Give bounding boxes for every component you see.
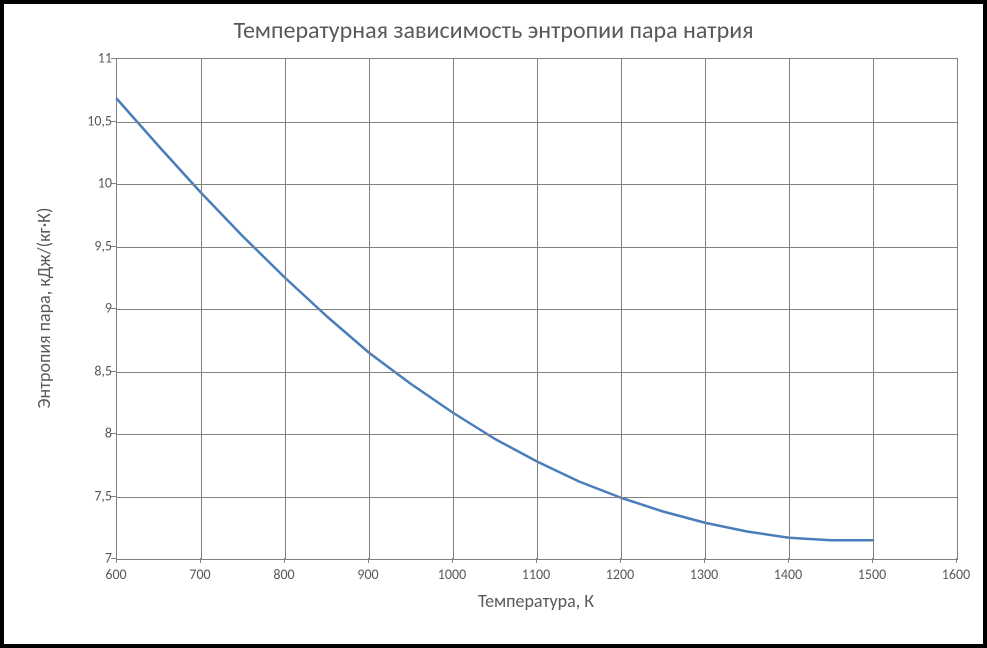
x-tick-label: 700: [189, 566, 210, 583]
y-axis-label: Энтропия пара, кДж/(кг·К): [33, 208, 55, 409]
tick-mark-x: [956, 558, 957, 563]
y-tick-label: 8,5: [94, 362, 112, 379]
grid-line-h: [117, 434, 957, 435]
tick-mark-x: [284, 558, 285, 563]
x-tick-label: 600: [105, 566, 126, 583]
chart-title: Температурная зависимость энтропии пара …: [4, 16, 983, 45]
grid-line-h: [117, 247, 957, 248]
tick-mark-x: [116, 558, 117, 563]
tick-mark-x: [452, 558, 453, 563]
y-tick-label: 9,5: [94, 237, 112, 254]
x-tick-label: 1100: [522, 566, 550, 583]
grid-line-h: [117, 372, 957, 373]
chart-frame: Температурная зависимость энтропии пара …: [0, 0, 987, 648]
tick-mark-x: [620, 558, 621, 563]
y-tick-label: 7,5: [94, 487, 112, 504]
x-tick-label: 1400: [774, 566, 802, 583]
x-tick-label: 1200: [606, 566, 634, 583]
x-axis-label: Температура, К: [478, 590, 594, 612]
grid-line-h: [117, 122, 957, 123]
plot-area: [116, 58, 958, 560]
y-tick-label: 10: [98, 175, 112, 192]
x-tick-label: 1500: [858, 566, 886, 583]
tick-mark-x: [872, 558, 873, 563]
x-tick-label: 1000: [438, 566, 466, 583]
y-tick-label: 11: [98, 50, 112, 67]
grid-line-h: [117, 497, 957, 498]
grid-line-h: [117, 184, 957, 185]
x-tick-label: 1600: [942, 566, 970, 583]
tick-mark-x: [368, 558, 369, 563]
y-tick-label: 7: [105, 550, 112, 567]
tick-mark-x: [704, 558, 705, 563]
y-tick-label: 8: [105, 425, 112, 442]
tick-mark-x: [536, 558, 537, 563]
tick-mark-x: [200, 558, 201, 563]
x-tick-label: 1300: [690, 566, 718, 583]
y-tick-label: 9: [105, 300, 112, 317]
tick-mark-x: [788, 558, 789, 563]
x-tick-label: 900: [357, 566, 378, 583]
grid-line-h: [117, 309, 957, 310]
x-tick-label: 800: [273, 566, 294, 583]
y-tick-label: 10,5: [87, 112, 112, 129]
